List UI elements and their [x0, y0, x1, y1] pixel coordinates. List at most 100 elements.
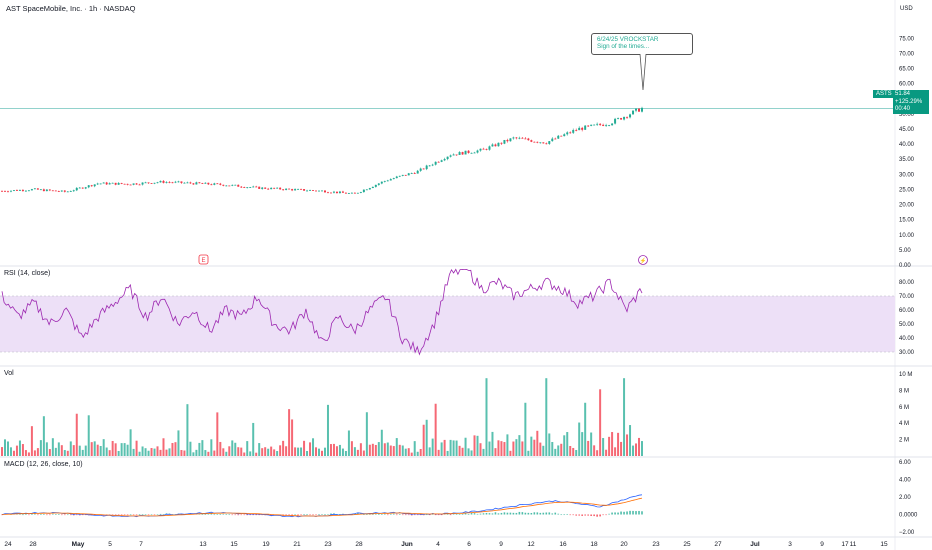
volume-bar [578, 422, 581, 456]
earnings-marker-box [198, 254, 209, 265]
macd-hist-bar [363, 514, 365, 515]
candle-body [536, 141, 539, 143]
volume-bar [279, 445, 282, 456]
volume-tick-label: 8 M [899, 388, 909, 394]
volume-bar [383, 443, 386, 456]
macd-hist-bar [64, 514, 66, 516]
candle-body [120, 182, 123, 184]
candle-body [395, 176, 398, 179]
earnings-marker-label: E [201, 258, 205, 264]
candle-body [15, 190, 18, 191]
macd-hist-bar [231, 514, 234, 516]
macd-hist-bar [404, 514, 407, 516]
macd-hist-bar [315, 514, 317, 516]
candle-body [264, 187, 267, 189]
candle-body [581, 127, 584, 130]
candle-body [243, 187, 246, 189]
candle-body [201, 183, 204, 184]
macd-hist-bar [37, 514, 39, 516]
macd-hist-bar [312, 514, 314, 516]
volume-bar [273, 449, 276, 456]
volume-bar [521, 441, 524, 456]
volume-bar [368, 444, 371, 456]
macd-hist-bar [324, 514, 326, 515]
volume-bar [180, 449, 183, 456]
candle-body [323, 190, 326, 193]
candle-body [102, 182, 105, 184]
volume-bar [536, 430, 539, 456]
volume-bar [590, 432, 593, 456]
candle-body [551, 138, 554, 142]
volume-bar [153, 448, 156, 456]
macd-hist-bar [449, 514, 452, 516]
candle-body [48, 189, 51, 191]
candle-body [341, 191, 344, 193]
candle-body [593, 124, 596, 126]
candle-body [3, 190, 6, 192]
candle-body [228, 185, 231, 187]
macd-hist-bar [464, 513, 467, 515]
candle-body [27, 190, 30, 192]
volume-bar [443, 439, 446, 456]
volume-bar [398, 444, 401, 456]
volume-bar [12, 450, 15, 456]
volume-bar [189, 441, 192, 456]
volume-bar [509, 450, 512, 456]
candle-body [473, 152, 476, 154]
price-tick-label: 65.00 [899, 66, 915, 72]
volume-bar [96, 444, 99, 456]
volume-bar [476, 435, 479, 456]
macd-hist-bar [372, 514, 374, 515]
candle-body [312, 190, 315, 191]
candle-body [596, 123, 599, 125]
candle-body [177, 181, 180, 183]
volume-bar [356, 449, 359, 456]
volume-bar [318, 448, 321, 456]
candle-body [204, 182, 207, 184]
macd-hist-bar [321, 514, 323, 515]
candle-body [9, 190, 12, 192]
volume-bar [123, 443, 126, 456]
candle-body [332, 191, 335, 193]
volume-bar [114, 443, 117, 456]
volume-bar [350, 441, 353, 456]
volume-bar [243, 452, 246, 456]
candle-body [422, 168, 425, 170]
volume-bar [78, 445, 81, 456]
macd-hist-bar [518, 511, 521, 515]
time-axis-label: 18 [590, 541, 598, 548]
volume-bar [249, 451, 252, 456]
volume-bar [33, 450, 36, 456]
candle-body [530, 140, 533, 142]
macd-hist-bar [425, 514, 428, 516]
volume-bar [150, 448, 153, 456]
candle-body [380, 181, 383, 184]
volume-bar [165, 449, 168, 456]
macd-hist-bar [446, 514, 449, 515]
candle-body [431, 164, 434, 166]
volume-bar [332, 443, 335, 456]
candle-body [222, 184, 225, 186]
volume-bar [303, 440, 306, 456]
volume-bar [234, 442, 237, 456]
price-tick-label: 75.00 [899, 36, 915, 42]
volume-bar [614, 447, 617, 456]
candle-body [117, 182, 120, 185]
macd-hist-bar [407, 514, 410, 516]
macd-hist-bar [461, 514, 464, 515]
volume-bar [321, 450, 323, 456]
volume-bar [500, 441, 503, 456]
candle-body [195, 182, 198, 185]
volume-bar [1, 447, 3, 456]
macd-hist-bar [306, 514, 308, 516]
volume-bar [84, 445, 87, 456]
macd-hist-bar [395, 514, 398, 516]
volume-bar [452, 440, 455, 456]
macd-hist-bar [270, 514, 272, 516]
macd-hist-bar [336, 513, 338, 515]
candle-body [461, 152, 464, 155]
time-axis-label: 11 [850, 541, 857, 548]
volume-bar [111, 440, 114, 456]
volume-bar [6, 441, 9, 456]
